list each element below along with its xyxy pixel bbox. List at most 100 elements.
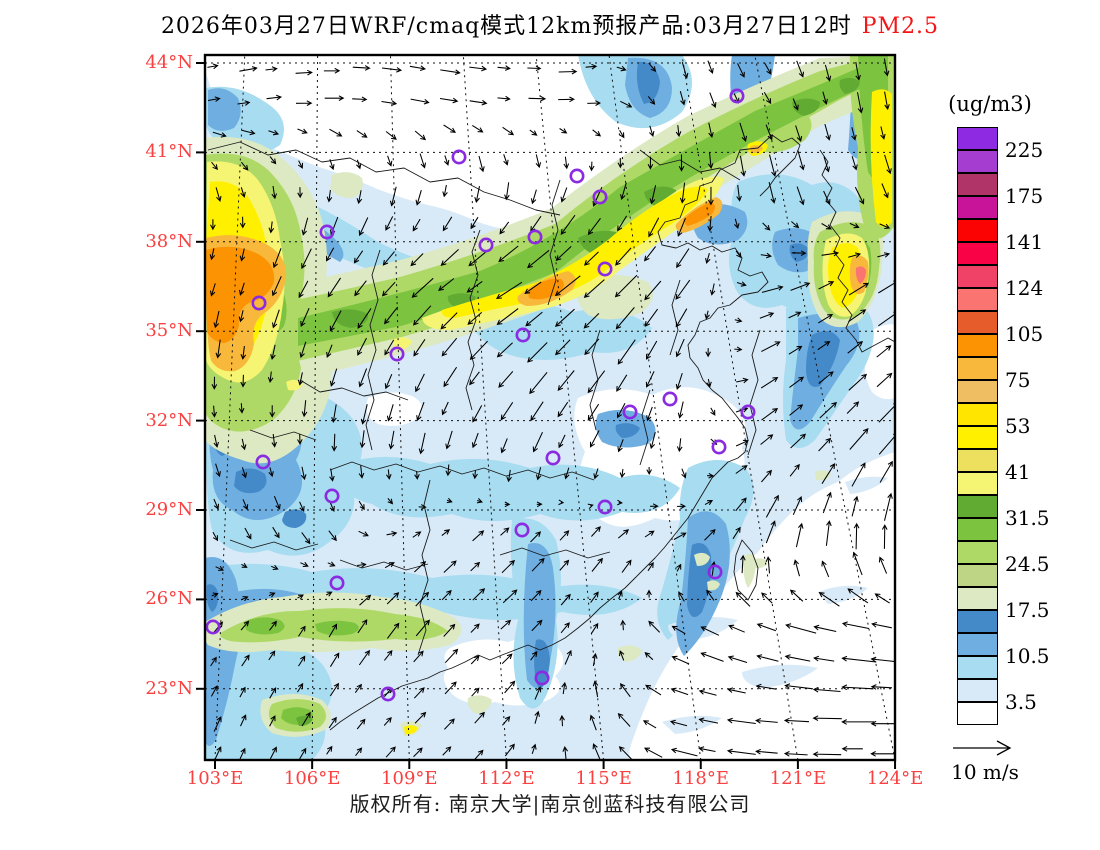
wind-arrow xyxy=(388,430,395,450)
pm25-contour-fill xyxy=(662,715,722,734)
boundary-line xyxy=(229,539,319,551)
city-marker xyxy=(597,261,613,277)
wind-arrow xyxy=(617,590,623,600)
wind-arrow xyxy=(647,156,654,170)
colorbar-swatch xyxy=(957,219,998,242)
wind-arrow xyxy=(823,156,831,173)
pm25-contour-fill xyxy=(752,558,768,569)
wind-arrow xyxy=(326,247,335,262)
wind-arrow xyxy=(698,689,717,696)
pm25-contour-fill xyxy=(298,60,888,346)
wind-arrow xyxy=(813,655,835,662)
wind-arrow xyxy=(727,687,746,694)
wind-arrow xyxy=(783,751,808,757)
wind-arrow xyxy=(706,589,715,601)
boundary-line xyxy=(639,389,651,466)
wind-arrow xyxy=(681,468,687,479)
wind-arrow xyxy=(881,183,889,199)
colorbar-tick-label: 175 xyxy=(1005,184,1044,208)
wind-arrow xyxy=(210,656,217,667)
city-marker xyxy=(662,391,678,407)
wind-arrow xyxy=(530,189,537,205)
wind-arrow xyxy=(615,307,635,330)
wind-arrow xyxy=(708,186,714,206)
wind-arrow xyxy=(813,624,837,633)
wind-arrow xyxy=(764,62,772,75)
boundary-line xyxy=(819,149,895,353)
wind-arrow xyxy=(207,63,219,70)
wind-arrow xyxy=(876,345,892,358)
wind-arrow xyxy=(298,280,309,299)
city-marker xyxy=(389,346,405,362)
boundary-line xyxy=(759,134,801,197)
wind-arrow xyxy=(445,430,453,450)
wind-arrow xyxy=(414,561,427,573)
wind-arrow xyxy=(359,430,366,449)
wind-arrow xyxy=(676,503,687,510)
pm25-contour-fill xyxy=(244,617,285,635)
wind-arrow xyxy=(796,60,805,78)
wind-arrow xyxy=(736,377,749,384)
wind-arrow xyxy=(852,551,863,576)
wind-arrow xyxy=(558,68,578,75)
wind-arrow xyxy=(532,431,543,453)
colorbar-swatch xyxy=(957,150,998,173)
wind-arrow xyxy=(821,560,830,578)
wind-arrow xyxy=(444,718,455,730)
wind-arrow xyxy=(268,592,276,598)
wind-arrow xyxy=(531,743,537,754)
wind-arrow xyxy=(760,252,772,259)
wind-arrow xyxy=(414,711,427,724)
wind-arrow xyxy=(497,65,511,71)
wind-arrow xyxy=(269,715,276,727)
wind-arrow xyxy=(559,128,568,134)
wind-arrow xyxy=(413,339,426,357)
footer-copyright: 版权所有: 南京大学|南京创蓝科技有限公司 xyxy=(349,792,751,816)
wind-arrow xyxy=(649,431,656,450)
wind-arrow xyxy=(848,373,868,391)
wind-arrow xyxy=(678,591,685,602)
wind-arrow xyxy=(812,686,841,693)
wind-arrow xyxy=(238,403,245,414)
wind-arrow xyxy=(213,716,222,732)
wind-arrow xyxy=(211,161,219,171)
wind-arrow xyxy=(270,564,279,571)
city-marker xyxy=(597,499,613,515)
colorbar-swatch xyxy=(957,449,998,472)
wind-arrow xyxy=(560,187,568,203)
wind-arrow xyxy=(297,594,304,600)
wind-arrow xyxy=(847,341,864,354)
x-axis-tick-label: 124°E xyxy=(866,768,924,789)
colorbar-tick-label: 24.5 xyxy=(1005,552,1050,576)
y-axis-tick-label: 26°N xyxy=(145,588,193,610)
wind-arrow xyxy=(383,716,392,726)
wind-arrow xyxy=(356,190,363,205)
wind-arrow xyxy=(501,653,513,664)
wind-arrow xyxy=(329,159,335,171)
wind-arrow xyxy=(470,623,480,633)
wind-arrow xyxy=(848,252,862,258)
colorbar-tick-label: 31.5 xyxy=(1005,506,1050,530)
wind-arrow xyxy=(525,311,543,327)
wind-arrow xyxy=(382,251,395,266)
x-axis-tick-label: 106°E xyxy=(283,768,341,789)
wind-arrow xyxy=(501,715,511,726)
wind-arrow xyxy=(591,652,598,667)
wind-arrow xyxy=(415,619,431,637)
wind-arrow xyxy=(240,438,247,451)
wind-arrow xyxy=(824,64,832,82)
wind-arrow xyxy=(300,561,309,568)
wind-arrow xyxy=(418,432,426,455)
longitude-gridline xyxy=(535,55,605,760)
wind-arrow xyxy=(617,439,624,453)
city-marker xyxy=(319,224,335,240)
wind-arrow xyxy=(416,402,425,422)
wind-arrow xyxy=(735,465,748,474)
wind-arrow xyxy=(761,285,784,293)
wind-arrow xyxy=(238,282,245,296)
chart-title: 2026年03月27日WRF/cmaq模式12km预报产品:03月27日12时 P… xyxy=(0,8,1100,40)
wind-arrow xyxy=(358,500,365,511)
wind-arrow xyxy=(644,308,659,328)
wind-arrow xyxy=(739,122,748,142)
pm25-contour-fill xyxy=(467,695,492,714)
